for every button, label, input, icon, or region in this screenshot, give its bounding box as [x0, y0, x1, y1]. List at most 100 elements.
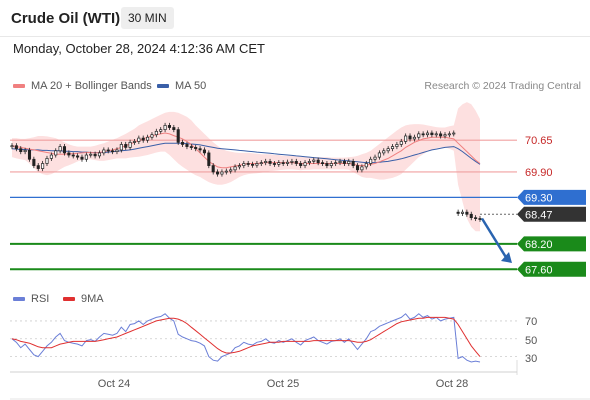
- candle-body: [80, 156, 84, 160]
- candle-body: [377, 152, 381, 158]
- candle-body: [316, 159, 320, 163]
- candle-body: [246, 163, 250, 165]
- candle-body: [242, 163, 246, 166]
- candle-body: [89, 153, 93, 156]
- candle-body: [478, 218, 482, 220]
- time-axis: Oct 24 Oct 25 Oct 28: [10, 371, 590, 400]
- candle-body: [255, 163, 259, 166]
- candle-body: [399, 141, 403, 145]
- candle-body: [137, 137, 141, 142]
- candle-body: [115, 149, 119, 152]
- research-credit: Research © 2024 Trading Central: [424, 80, 581, 92]
- candle-body: [408, 135, 412, 140]
- candle-body: [146, 136, 150, 141]
- candle-body: [54, 150, 58, 156]
- legend-ma20: MA 20 + Bollinger Bands: [13, 80, 152, 92]
- candle-body: [106, 149, 110, 152]
- ma20-swatch: [13, 84, 25, 88]
- candle-body: [456, 211, 460, 214]
- candle-body: [439, 133, 443, 137]
- level-tag-current: [517, 206, 586, 222]
- level-tag-support: [517, 236, 586, 252]
- x-tick-label: Oct 24: [98, 378, 130, 390]
- legend-ma50: MA 50: [157, 80, 206, 92]
- candle-body: [286, 161, 290, 164]
- forecast-arrow-shaft: [480, 217, 509, 260]
- candle-body: [360, 166, 364, 171]
- candle-body: [277, 162, 281, 165]
- candle-body: [325, 163, 329, 166]
- candle-body: [49, 154, 53, 159]
- candle-body: [299, 163, 303, 166]
- rsi-tick-label: 50: [525, 335, 537, 347]
- level-label-resistance: 69.90: [525, 167, 553, 179]
- candle-body: [355, 165, 360, 171]
- x-tick-label: Oct 28: [436, 378, 468, 390]
- rsi-swatch: [13, 297, 25, 301]
- candle-body: [36, 165, 40, 169]
- candle-body: [281, 162, 285, 164]
- legend-ma20-label: MA 20 + Bollinger Bands: [31, 80, 152, 92]
- candle-body: [268, 161, 272, 164]
- candle-body: [465, 211, 469, 215]
- candle-body: [312, 159, 316, 162]
- candle-body: [128, 141, 132, 148]
- candle-body: [364, 163, 368, 168]
- candle-body: [351, 161, 355, 166]
- candle-body: [97, 152, 102, 157]
- candle-body: [469, 213, 473, 219]
- legend-ma50-label: MA 50: [175, 80, 207, 92]
- level-label-pivot: 69.30: [525, 192, 553, 204]
- candle-body: [27, 150, 32, 160]
- rsi-tick-label: 70: [525, 316, 537, 328]
- instrument-title: Crude Oil (WTI): [11, 10, 121, 27]
- candle-body: [307, 161, 311, 163]
- candle-body: [294, 161, 298, 164]
- legend-rsi-ma-label: 9MA: [81, 293, 104, 305]
- candle-body: [141, 137, 145, 141]
- level-tag-pivot: [517, 189, 586, 205]
- rsi-panel: [10, 313, 518, 375]
- candle-body: [150, 134, 154, 138]
- candle-body: [163, 125, 167, 130]
- candle-body: [338, 161, 342, 163]
- candle-body: [430, 132, 434, 136]
- candle-body: [202, 149, 206, 154]
- candle-body: [76, 155, 80, 158]
- candle-body: [237, 165, 241, 168]
- candle-body: [421, 133, 425, 136]
- x-tick-label: Oct 25: [267, 378, 299, 390]
- candle-body: [417, 133, 421, 138]
- candle-body: [23, 150, 27, 152]
- candle-body: [321, 162, 325, 164]
- candle-body: [14, 145, 18, 150]
- candle-body: [264, 161, 268, 163]
- candle-body: [373, 156, 377, 160]
- candle-body: [220, 171, 224, 175]
- candle-body: [19, 148, 23, 152]
- candle-body: [159, 129, 163, 132]
- level-label-resistance: 70.65: [525, 135, 553, 147]
- candle-body: [303, 162, 307, 166]
- legend-rsi-label: RSI: [31, 293, 50, 305]
- level-tag-support: [517, 261, 586, 277]
- rsi-axis: 70 50 30: [525, 316, 537, 365]
- candle-body: [198, 148, 202, 151]
- rsi-line: [11, 313, 481, 363]
- candle-body: [404, 135, 408, 142]
- candle-body: [443, 134, 447, 137]
- candle-body: [452, 132, 456, 135]
- candle-body: [32, 158, 36, 166]
- candle-body: [229, 169, 233, 172]
- candle-body: [329, 163, 333, 166]
- candle-body: [194, 147, 198, 150]
- candle-body: [395, 144, 399, 147]
- price-panel: 70.65 69.90 69.30 68.47 68.20 67.60: [10, 102, 586, 277]
- candle-body: [172, 127, 176, 130]
- level-label-current: 68.47: [525, 209, 553, 221]
- interval-badge[interactable]: 30 MIN: [121, 7, 174, 29]
- forecast-arrow-head: [501, 251, 512, 263]
- candle-body: [167, 125, 171, 128]
- candle-body: [181, 141, 185, 145]
